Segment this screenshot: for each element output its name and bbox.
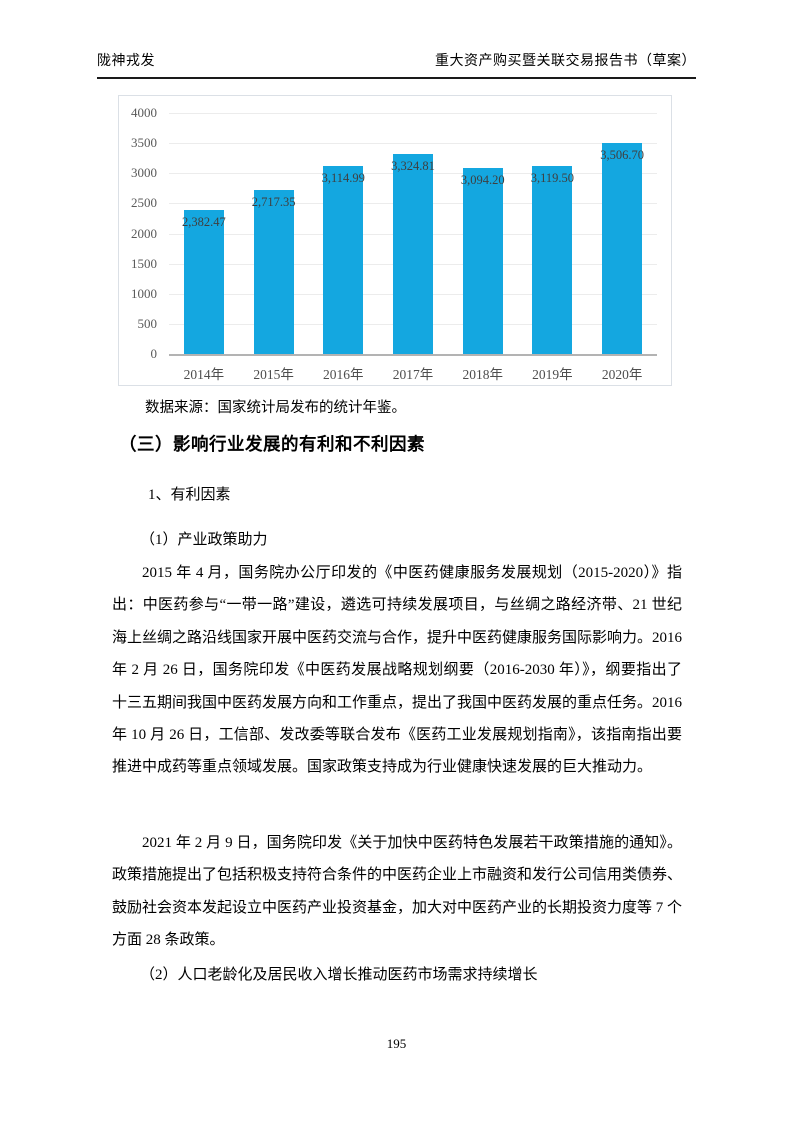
y-axis-tick-label: 0 (150, 346, 158, 361)
y-axis-tick-label: 1000 (131, 285, 157, 301)
bar (393, 153, 433, 354)
section-heading: （三）影响行业发展的有利和不利因素 (119, 434, 425, 454)
x-axis-category-label: 2016年 (323, 367, 364, 382)
x-axis-line (169, 354, 657, 356)
bar (323, 166, 364, 354)
gridline (169, 113, 657, 114)
bar (602, 142, 643, 354)
x-axis-category-label: 2017年 (392, 367, 434, 382)
x-axis-category-label: 2018年 (462, 367, 503, 382)
subsection-1-2-aging-population: （2）人口老龄化及居民收入增长推动医药市场需求持续增长 (140, 967, 538, 983)
page-header: 陇神戎发 重大资产购买暨关联交易报告书（草案） (97, 50, 696, 79)
bar-value-label: 2,717.35 (251, 195, 296, 210)
y-axis-tick-label: 2000 (131, 225, 157, 241)
bar-value-label: 2,382.47 (181, 215, 226, 230)
x-axis-category-label: 2019年 (532, 367, 573, 382)
header-company-name: 陇神戎发 (97, 54, 155, 69)
x-axis-category-label: 2015年 (253, 367, 294, 382)
bar-value-label: 3,114.99 (321, 171, 365, 186)
y-axis-tick-label: 4000 (131, 105, 157, 120)
chart-source-note: 数据来源：国家统计局发布的统计年鉴。 (145, 400, 406, 416)
paragraph-policy-2015: 2015 年 4 月，国务院办公厅印发的《中医药健康服务发展规划（2015-20… (112, 565, 683, 776)
y-axis-tick-label: 3000 (131, 165, 157, 181)
x-axis-category-label: 2020年 (601, 367, 643, 382)
bar (532, 166, 573, 354)
bar-chart: 0 500 1000 1500 2000 2500 3000 3500 4000 2,382.47… (118, 95, 672, 386)
page-number: 195 (386, 1036, 407, 1051)
bar (253, 190, 294, 354)
bar-value-label: 3,324.81 (391, 158, 435, 173)
subsection-1-1-policy-support: （1）产业政策助力 (140, 532, 268, 548)
bar-value-label: 3,094.20 (460, 172, 505, 187)
paragraph-policy-2021: 2021 年 2 月 9 日，国务院印发《关于加快中医药特色发展若干政策措施的通… (112, 835, 683, 949)
bar (183, 210, 224, 354)
y-axis-tick-label: 2500 (131, 195, 157, 211)
bar-value-label: 3,119.50 (530, 171, 575, 186)
y-axis-tick-label: 500 (137, 315, 158, 331)
header-document-title: 重大资产购买暨关联交易报告书（草案） (435, 54, 696, 69)
bar-value-label: 3,506.70 (600, 147, 645, 162)
y-axis-tick-label: 3500 (131, 135, 157, 151)
x-axis-category-label: 2014年 (183, 367, 225, 382)
bar (462, 167, 503, 354)
y-axis-tick-label: 1500 (131, 255, 157, 271)
gridline (169, 143, 657, 145)
subsection-1-favorable-factors: 1、有利因素 (148, 487, 231, 503)
